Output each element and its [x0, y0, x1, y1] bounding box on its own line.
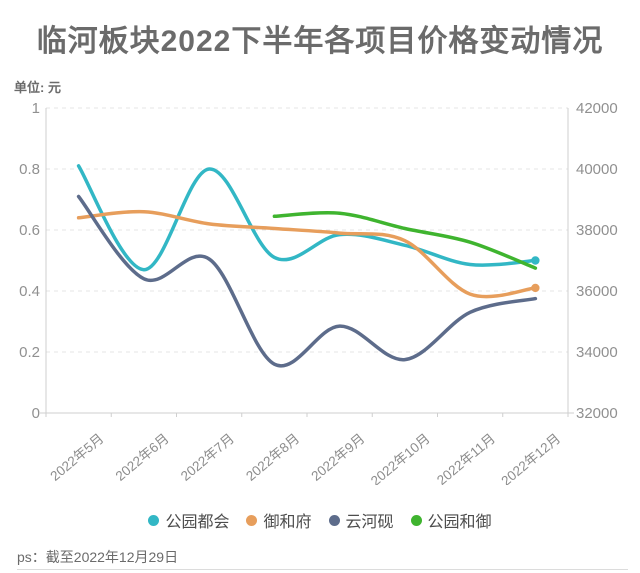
legend-dot — [328, 514, 340, 526]
x-axis-label: 2022年5月 — [47, 431, 106, 484]
right-axis-tick: 36000 — [576, 283, 618, 300]
legend-item: 公园都会 — [148, 508, 229, 532]
legend-dot — [148, 514, 160, 526]
legend-label: 云河砚 — [345, 514, 394, 531]
bottom-divider — [17, 569, 628, 570]
x-axis-label: 2022年10月 — [368, 431, 433, 485]
legend-item: 公园和御 — [410, 508, 492, 532]
right-axis-tick: 38000 — [576, 222, 618, 239]
left-axis-tick: 1 — [32, 100, 40, 117]
legend-label: 公园都会 — [165, 514, 230, 531]
series-line — [76, 164, 538, 272]
price-line-chart: 0 32000 0.2 34000 0.4 36000 0.6 38000 0.8 40000 1 4… — [19, 100, 618, 485]
series-line — [76, 209, 538, 299]
series-end-dot — [531, 283, 540, 293]
x-axis-label: 2022年7月 — [178, 431, 237, 484]
left-axis-tick: 0 — [32, 405, 40, 422]
legend-label: 公园和御 — [427, 514, 492, 531]
legend-dot — [246, 514, 258, 526]
legend-item: 御和府 — [246, 508, 312, 532]
x-axis-label: 2022年12月 — [498, 431, 563, 485]
right-axis-tick: 34000 — [576, 344, 618, 361]
page-title: 临河板块2022下半年各项目价格变动情况 — [36, 25, 604, 58]
unit-label: 单位: 元 — [14, 80, 61, 95]
right-axis-tick: 42000 — [576, 100, 618, 117]
legend-item: 云河砚 — [328, 508, 394, 532]
left-axis-tick: 0.2 — [19, 344, 40, 361]
legend-dot — [410, 514, 422, 526]
series-line — [76, 194, 538, 368]
x-axis-label: 2022年9月 — [308, 431, 367, 484]
x-axis-label: 2022年8月 — [243, 431, 302, 484]
footnote: ps：截至2022年12月29日 — [17, 549, 179, 565]
left-axis-tick: 0.6 — [19, 222, 40, 239]
left-axis-tick: 0.8 — [19, 161, 40, 178]
legend-label: 御和府 — [263, 514, 312, 531]
series-end-dot — [531, 256, 540, 265]
x-axis-label: 2022年11月 — [434, 431, 498, 485]
left-axis-tick: 0.4 — [19, 283, 40, 300]
right-axis-tick: 32000 — [576, 405, 618, 422]
right-axis-tick: 40000 — [576, 161, 618, 178]
chart-legend: 公园都会 御和府 云河砚 公园和御 — [0, 508, 640, 532]
x-axis-label: 2022年6月 — [113, 431, 172, 484]
series-line — [272, 210, 538, 270]
